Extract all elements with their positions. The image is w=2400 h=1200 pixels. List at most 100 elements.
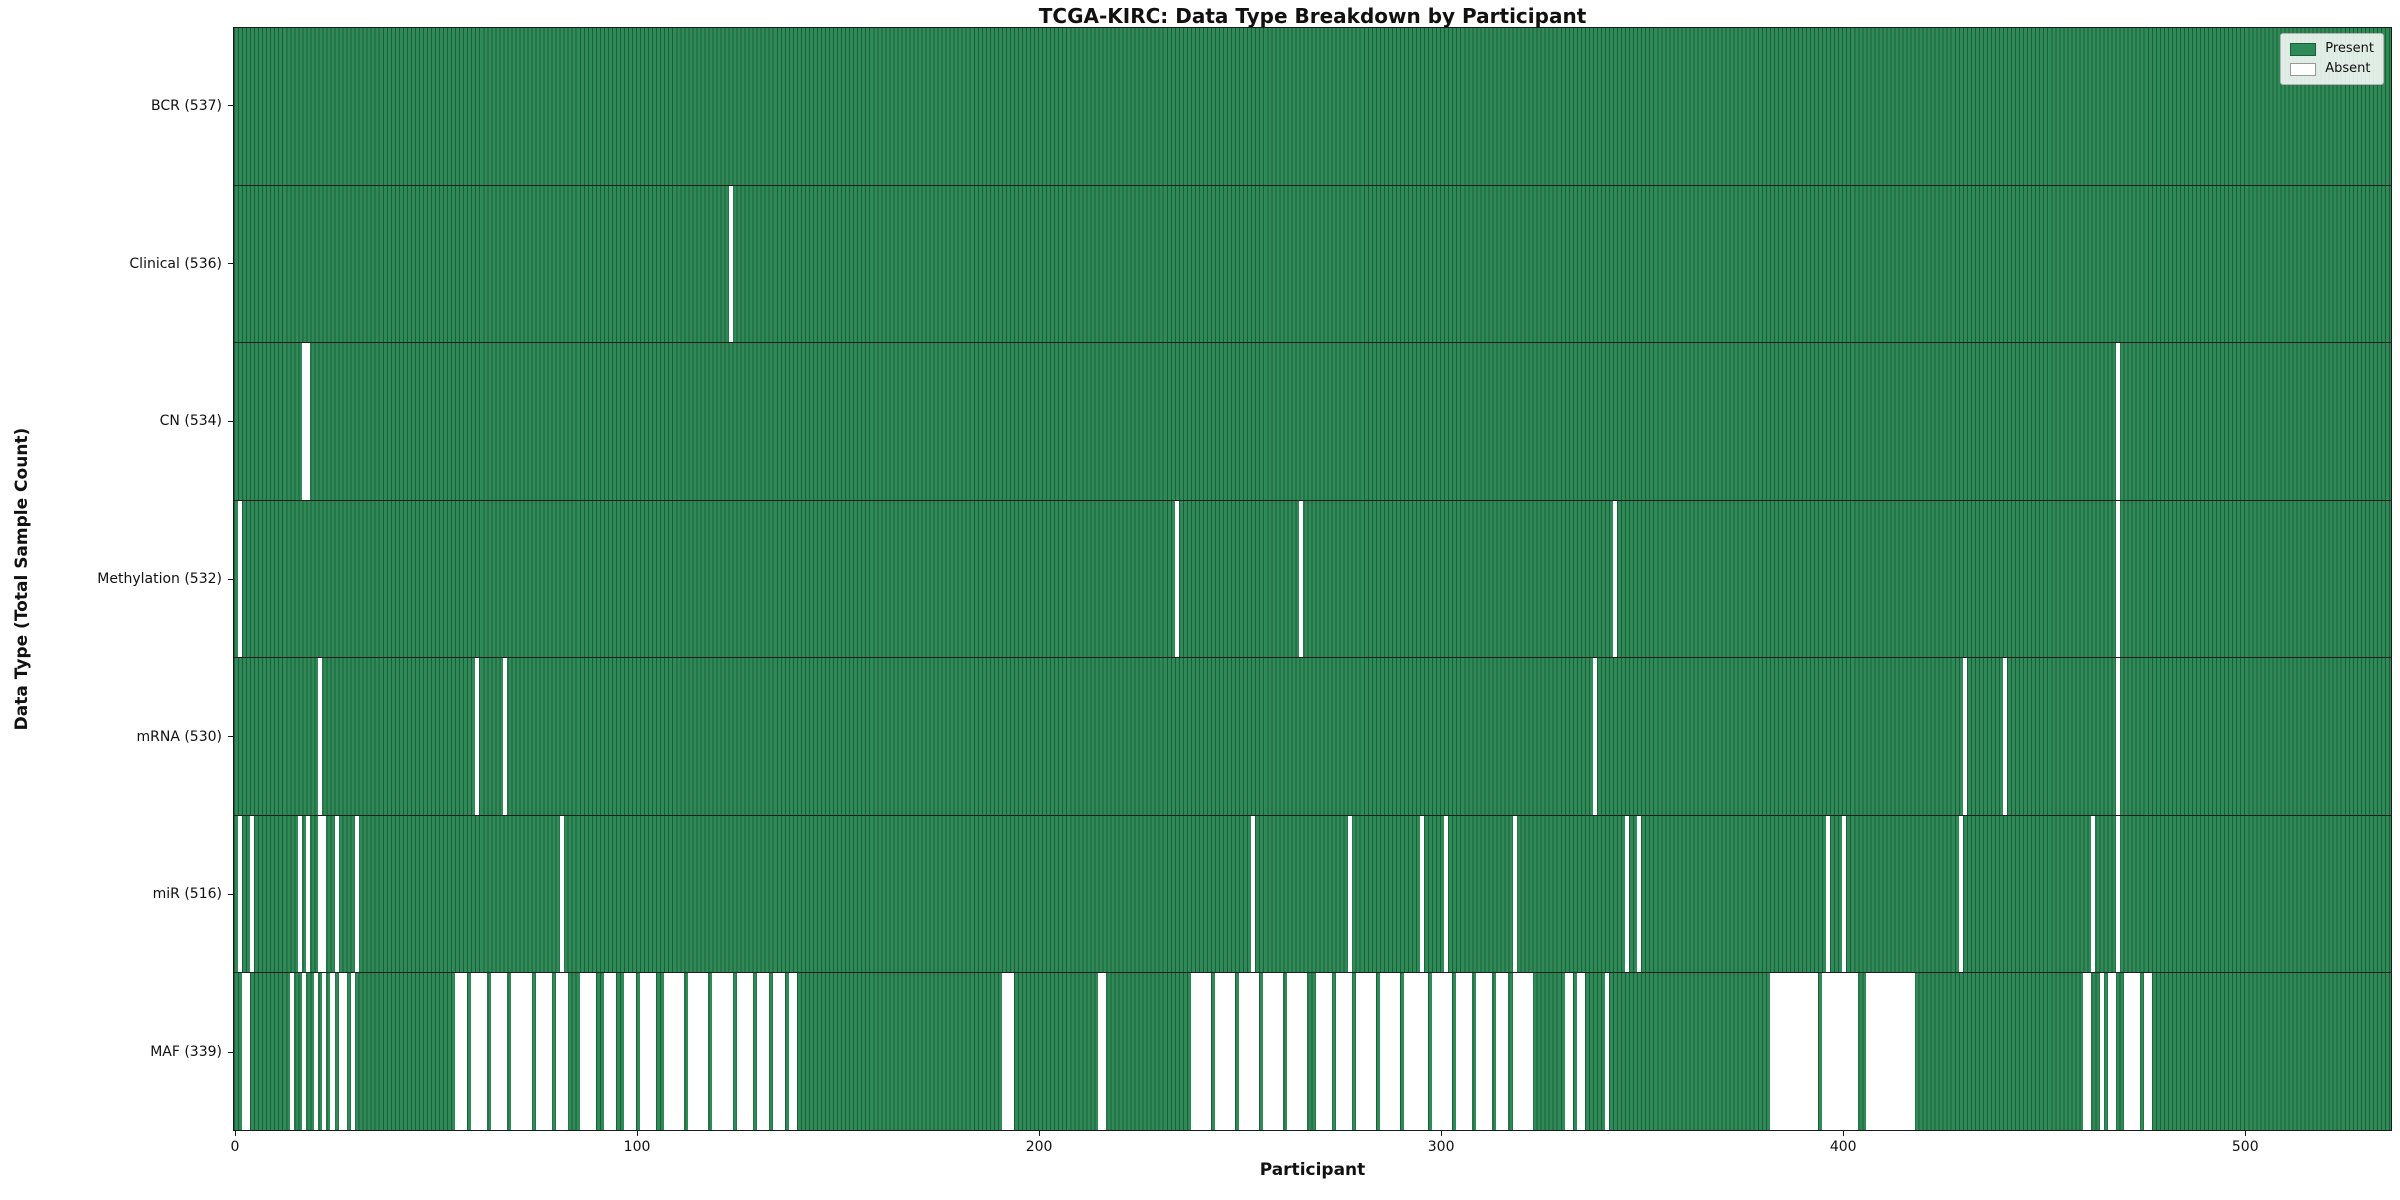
absent-gap [640,972,657,1130]
absent-gap [1866,972,1915,1130]
absent-gap [2115,657,2120,816]
absent-gap [1496,972,1509,1130]
x-axis-label: Participant [1259,1160,1366,1180]
absent-gap [1001,972,1014,1130]
plot-area [233,27,2392,1131]
absent-gap [1347,815,1352,973]
absent-gap [1769,972,1819,1130]
legend: Present Absent [2280,33,2384,85]
absent-gap [471,972,488,1130]
absent-gap [2107,972,2116,1130]
absent-gap [1613,500,1618,658]
absent-gap [475,657,480,816]
absent-gap [1576,972,1585,1130]
absent-gap [290,972,295,1130]
absent-gap [1564,972,1573,1130]
absent-gap [350,972,355,1130]
data-row-cn [234,342,2391,501]
absent-gap [318,657,323,816]
x-tick-label: 200 [1025,1139,1053,1155]
absent-gap [1287,972,1308,1130]
absent-gap [1239,972,1260,1130]
absent-gap [1214,972,1236,1130]
x-tick-mark [1843,1131,1845,1136]
data-row-methylation [234,500,2391,658]
x-tick-mark [235,1131,236,1136]
row-separator [234,499,2391,501]
absent-gap [2083,972,2092,1130]
absent-gap [238,815,243,973]
y-tick-label: CN (534) [159,413,222,430]
absent-gap [1476,972,1493,1130]
data-row-bcr [234,28,2391,186]
chart-title: TCGA-KIRC: Data Type Breakdown by Partic… [1038,4,1587,28]
absent-gap [535,972,552,1130]
absent-gap [756,972,769,1130]
y-tick-mark [228,736,233,738]
row-separator [234,972,2391,974]
absent-gap [302,342,311,501]
absent-gap [238,500,243,658]
absent-gap [1826,815,1831,973]
absent-gap [338,972,347,1130]
legend-swatch-absent-icon [2290,62,2317,76]
absent-gap [318,815,327,973]
absent-gap [306,815,311,973]
absent-gap [1962,657,1967,816]
y-tick-label: miR (516) [152,886,222,903]
y-tick-label: MAF (339) [150,1044,222,1061]
x-tick-mark [2245,1131,2247,1136]
y-tick-mark [228,893,233,895]
absent-gap [712,972,733,1130]
absent-gap [2115,342,2120,501]
absent-gap [603,972,616,1130]
absent-gap [1251,815,1256,973]
absent-gap [511,972,532,1130]
absent-gap [728,185,733,343]
absent-gap [1263,972,1284,1130]
absent-gap [322,972,327,1130]
y-tick-label: BCR (537) [151,97,222,114]
absent-gap [1444,815,1449,973]
absent-gap [1512,972,1533,1130]
absent-gap [1315,972,1332,1130]
x-tick-label: 0 [230,1139,240,1155]
absent-gap [1299,500,1304,658]
absent-gap [1098,972,1107,1130]
y-tick-mark [228,263,233,265]
absent-gap [772,972,785,1130]
legend-swatch-present-icon [2290,42,2317,56]
row-separator [234,342,2391,344]
y-tick-label: Clinical (536) [129,255,222,272]
absent-gap [1637,815,1642,973]
data-row-clinical [234,185,2391,343]
absent-gap [354,815,359,973]
absent-gap [242,972,251,1130]
absent-gap [1625,815,1630,973]
absent-gap [1379,972,1400,1130]
y-tick-mark [228,578,233,580]
absent-gap [1604,972,1609,1130]
x-tick-label: 300 [1427,1139,1455,1155]
absent-gap [736,972,753,1130]
y-tick-mark [228,105,233,107]
absent-gap [559,815,564,973]
absent-gap [2115,500,2120,658]
absent-gap [664,972,685,1130]
row-separator [234,657,2391,659]
absent-gap [491,972,508,1130]
x-tick-label: 500 [2231,1139,2259,1155]
data-row-mir [234,815,2391,973]
x-tick-label: 100 [623,1139,651,1155]
absent-gap [302,972,307,1130]
absent-gap [1512,815,1517,973]
absent-gap [330,972,335,1130]
absent-gap [623,972,637,1130]
x-tick-mark [637,1131,639,1136]
absent-gap [334,815,339,973]
absent-gap [688,972,709,1130]
legend-entry-present: Present [2290,39,2374,59]
absent-gap [298,815,303,973]
y-tick-label: mRNA (530) [136,728,222,745]
